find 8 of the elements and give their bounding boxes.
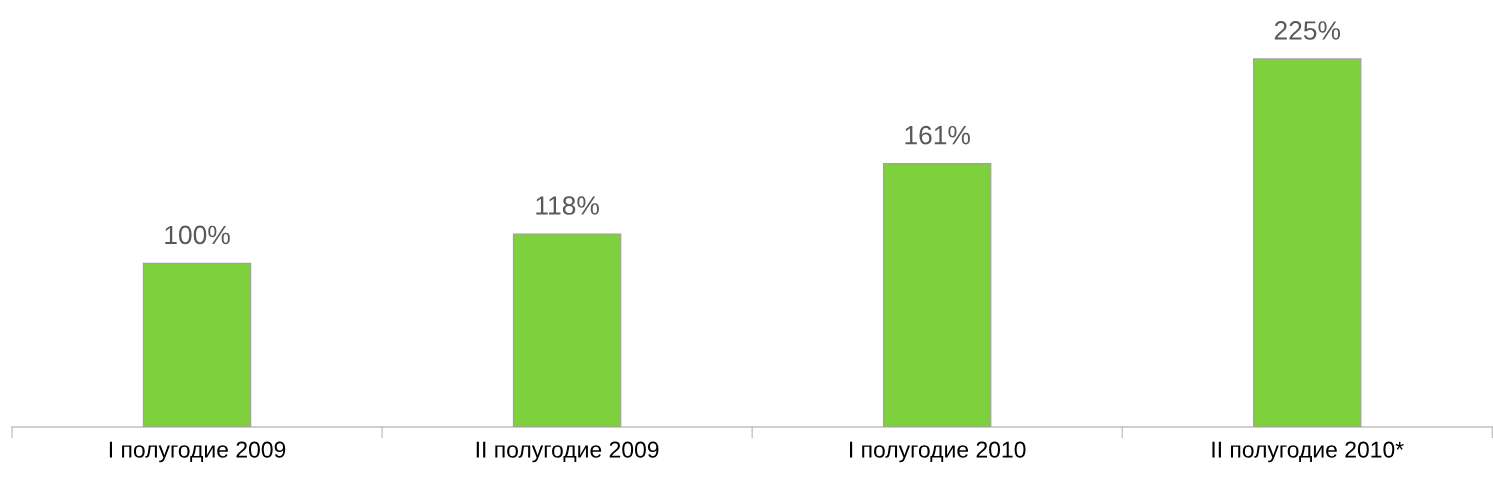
x-tick-label: I полугодие 2009 [109, 441, 286, 463]
data-label: 100% [165, 225, 230, 245]
x-tick-label: II полугодие 2009 [476, 441, 659, 463]
data-label: 118% [536, 196, 599, 215]
data-label: 225% [1274, 21, 1341, 40]
x-tick-label: II полугодие 2010* [1212, 441, 1404, 463]
data-label: 161% [905, 125, 970, 145]
x-tick-label: I полугодие 2010 [850, 441, 1026, 463]
